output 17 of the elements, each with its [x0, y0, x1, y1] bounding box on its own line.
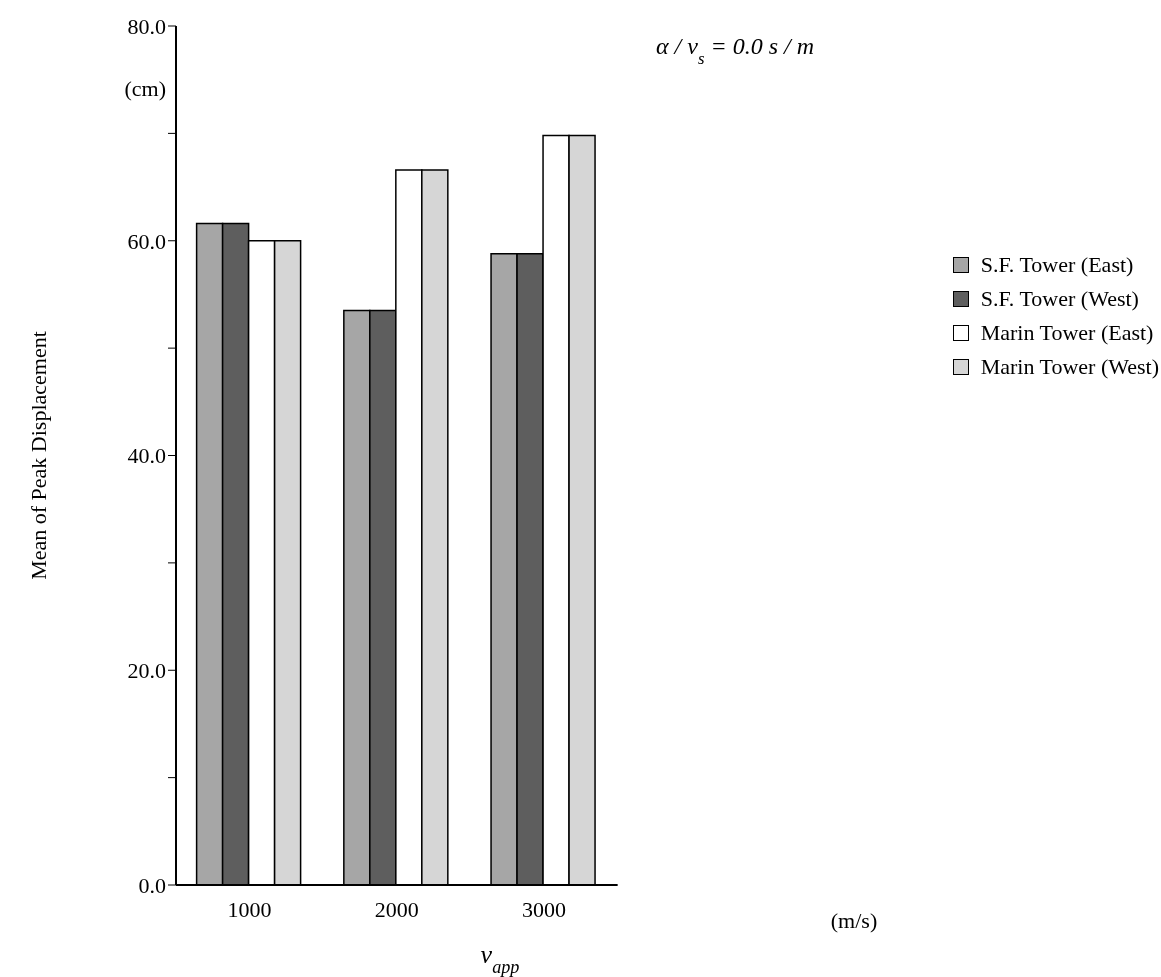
text: α / v$_{s}$ = 0.0 s / m: [656, 33, 814, 68]
y-axis-title: Mean of Peak Displacement: [26, 331, 51, 580]
y-tick-label: 20.0: [127, 658, 166, 684]
x-tick-label: 2000: [374, 896, 419, 922]
legend-label: Marin Tower (East): [980, 320, 1154, 346]
text: (cm): [124, 76, 166, 101]
legend-label: S.F. Tower (West): [980, 286, 1139, 312]
legend-label: S.F. Tower (East): [980, 252, 1134, 278]
y-tick-label: 0.0: [138, 872, 166, 898]
y-tick-label: 80.0: [127, 13, 166, 39]
x-tick-label: 3000: [522, 896, 567, 922]
x-tick-label: 1000: [227, 896, 272, 922]
text: (m/s): [830, 908, 878, 933]
legend-label: Marin Tower (West): [980, 354, 1159, 380]
x-axis-title: v$_{app}$: [480, 940, 520, 977]
y-tick-label: 40.0: [127, 443, 166, 469]
y-tick-label: 60.0: [127, 228, 166, 254]
